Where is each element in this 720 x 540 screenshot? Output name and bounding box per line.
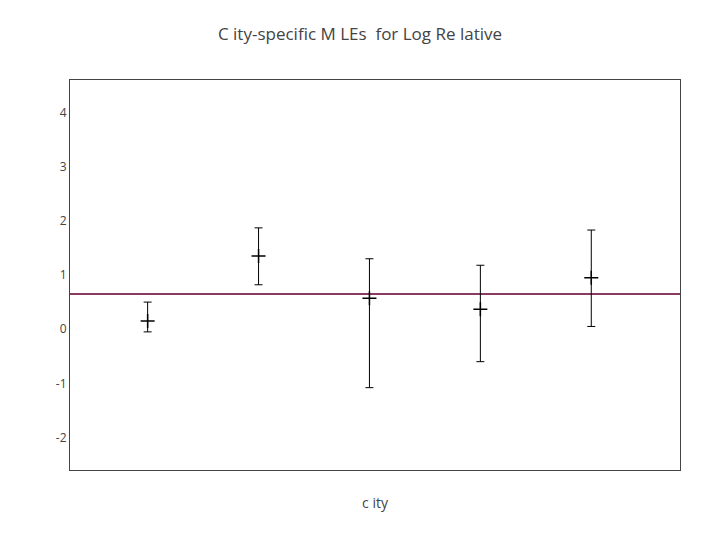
- svg-text:1: 1: [60, 266, 67, 283]
- svg-text:0: 0: [60, 320, 67, 337]
- svg-text:-2: -2: [56, 429, 67, 446]
- svg-text:4: 4: [60, 104, 67, 121]
- svg-text:c ity: c ity: [362, 493, 389, 512]
- svg-text:3: 3: [60, 158, 67, 175]
- svg-text:C ity-specific M LEs for Log: C ity-specific M LEs for Log Re lative: [218, 22, 502, 45]
- svg-text:-1: -1: [56, 375, 67, 392]
- svg-text:2: 2: [60, 212, 67, 229]
